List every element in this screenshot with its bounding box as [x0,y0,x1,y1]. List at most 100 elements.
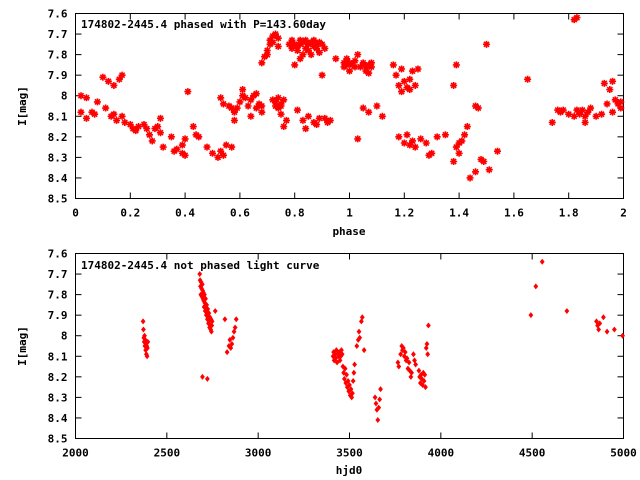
data-point [404,355,410,362]
data-point [423,384,428,391]
data-point [573,14,581,22]
x-tick-label: 0.2 [120,207,140,220]
data-point [359,104,367,112]
data-point [403,131,411,139]
data-point [299,51,307,59]
data-point [458,137,466,145]
data-point [354,135,362,143]
data-point [422,139,430,147]
data-point [239,86,247,94]
data-point [376,404,382,411]
data-point [367,59,375,67]
data-point [466,174,474,182]
data-point [195,133,203,141]
data-point [344,371,349,378]
data-point [202,291,207,298]
data-point [581,118,589,126]
data-point [480,158,488,165]
x-tick-label: 2500 [154,447,181,460]
data-point [222,141,230,149]
data-point [428,149,436,157]
data-point [452,61,460,69]
data-point [377,396,383,403]
data-point [263,47,271,54]
data-point [310,36,318,44]
data-point [337,357,343,364]
data-point [389,61,397,69]
data-point [280,96,288,104]
data-point [346,67,353,75]
data-point [212,308,218,315]
data-point [375,417,381,423]
data-point [233,316,239,323]
y-tick-label: 7.8 [48,49,68,62]
data-point [395,133,403,141]
data-point [209,149,216,157]
data-point [597,320,603,327]
data-point [247,96,255,104]
data-point [398,65,406,73]
y-tick-label: 7.9 [48,69,68,82]
data-point [600,79,608,87]
data-point [617,98,625,106]
data-point [288,44,296,52]
data-point [77,92,85,100]
y-axis-label: I[mag] [16,326,29,366]
data-point [199,281,205,288]
data-point [609,108,617,116]
data-point [206,310,212,317]
data-point [272,30,280,38]
data-point [230,334,236,341]
data-point [367,63,375,71]
data-point [406,75,414,83]
x-tick-label: 5000 [610,447,637,460]
data-point [411,81,419,89]
data-point [144,353,150,360]
data-point [205,375,210,382]
data-point [617,104,625,112]
data-point [326,116,334,124]
data-point [584,108,592,116]
data-point [564,308,570,315]
data-point [450,158,458,165]
data-point [258,102,266,110]
data-point [354,343,360,349]
data-point [378,112,386,120]
x-tick-label: 3500 [336,447,363,460]
data-point [205,306,211,312]
data-point [304,47,312,54]
data-point [141,326,146,333]
data-point [110,81,118,89]
data-point [581,112,589,120]
data-point [332,55,340,63]
data-point [307,51,315,59]
data-point [334,359,340,366]
data-point [91,110,99,118]
x-tick-label: 0.4 [175,207,195,220]
data-point [156,129,164,137]
y-tick-label: 8.4 [48,412,68,425]
y-tick-label: 8 [61,90,68,103]
data-point [280,123,288,131]
x-tick-label: 1.2 [394,207,414,220]
data-point [472,168,480,176]
data-point [224,349,230,356]
data-point [592,112,600,120]
data-point [421,377,427,384]
data-point [333,347,339,354]
data-point [343,55,351,63]
x-tick-label: 0.6 [230,207,250,220]
data-point [365,69,373,77]
data-point [247,112,255,120]
data-point [132,127,140,135]
data-point [349,394,355,401]
data-point [148,137,156,145]
y-tick-label: 8.5 [48,193,68,206]
data-point [288,36,296,44]
data-point [140,318,146,325]
data-point [143,125,151,133]
data-point [411,351,416,358]
data-point [236,98,244,106]
data-point [269,38,277,46]
